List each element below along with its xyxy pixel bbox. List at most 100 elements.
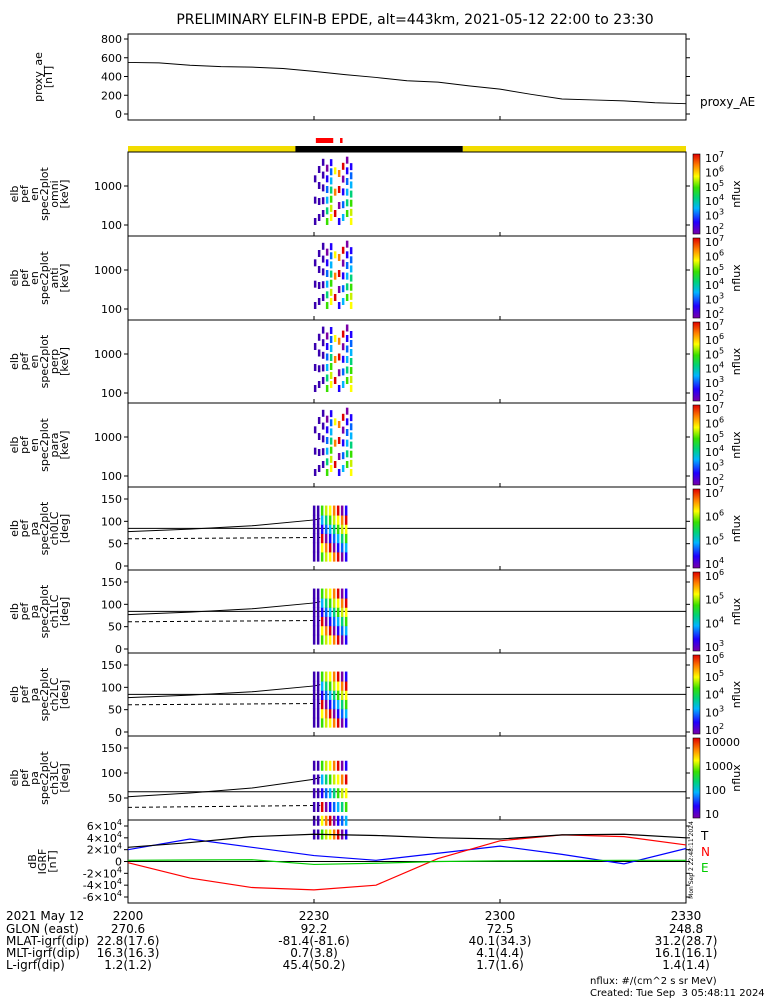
y-axis-label-line: spec2plot (38, 418, 51, 472)
pa-cell (344, 625, 348, 636)
panel-frame (127, 235, 687, 321)
pa-cell (344, 680, 348, 691)
plot-timestamp-note: Mon Sep 2 22:48:11 2024 (688, 821, 695, 899)
spectrogram-cell (325, 248, 329, 256)
spectrogram-cell (337, 202, 341, 209)
y-axis-label-line: proxy_ae (32, 52, 45, 102)
y-tick-label: 6×104 (87, 818, 122, 833)
y-tick-label: -6×104 (83, 889, 122, 904)
colorbar-tick-label: 10 (705, 808, 719, 821)
pa-cell (320, 802, 324, 812)
science-zone-mark (325, 138, 328, 143)
y-tick-label: 0 (115, 643, 122, 656)
pa-cell (328, 680, 332, 691)
orbit-segment-sunlit (128, 146, 296, 152)
pa-cell (324, 634, 328, 645)
spectrogram-cell (321, 171, 325, 179)
spectrogram-cell (317, 381, 321, 388)
spectrogram-cell (329, 345, 333, 352)
pa-cell (336, 514, 340, 525)
pa-cell (320, 815, 324, 826)
colorbar-tick-label: 105 (705, 669, 724, 684)
pa-cell (340, 802, 344, 812)
y-axis-label-line: perp (48, 349, 61, 374)
spectrogram-cell (329, 465, 333, 472)
pa-cell (324, 689, 328, 700)
orbit-segment-sunlit (462, 146, 686, 152)
colorbar-tick-label: 104 (705, 687, 724, 702)
pa-cell (344, 514, 348, 525)
spectrogram-cell (345, 178, 349, 185)
loss-cone-solid (127, 684, 321, 699)
spectrogram-cell (349, 349, 353, 356)
pa-cell (336, 616, 340, 627)
pa-cell (328, 514, 332, 525)
units-note: nflux: #/(cm^2 s sr MeV) (590, 976, 717, 987)
colorbar-tick-label: 10000 (705, 736, 740, 749)
pa-cell (332, 760, 336, 771)
spectrogram-cell (329, 419, 333, 427)
colorbar-tick-label: 100 (705, 784, 726, 797)
pa-cell (344, 815, 348, 826)
y-axis-label-line: elb (8, 770, 21, 787)
spectrogram-cell (317, 365, 321, 373)
pa-cell (328, 717, 332, 728)
pa-cell (336, 680, 340, 691)
spectrogram-cell (329, 372, 333, 379)
spectrogram-cell (337, 170, 341, 177)
pa-cell (320, 514, 324, 525)
y-axis-label-line: pef (18, 768, 31, 787)
pitch-angle-spectrogram (127, 671, 686, 728)
pa-cell (328, 616, 332, 627)
colorbar (692, 488, 701, 569)
spectrogram-cell (321, 461, 325, 468)
spectrogram-cell (321, 351, 325, 359)
spectrogram-cell (313, 385, 317, 392)
spectrogram-cell (337, 218, 341, 225)
colorbar (692, 237, 701, 319)
pa-cell (340, 708, 344, 719)
spectrogram-cell (325, 374, 329, 382)
spectrogram-cell (329, 410, 333, 418)
pa-cell (320, 523, 324, 534)
pa-cell (340, 634, 344, 645)
colorbar-tick-label: 105 (705, 592, 724, 607)
pa-cell (324, 597, 328, 608)
y-axis-label-line: elb (8, 520, 21, 537)
pa-cell (328, 551, 332, 562)
panel-frame (127, 735, 687, 821)
spectrogram-cell (325, 207, 329, 215)
spectrogram-cell (317, 198, 321, 205)
spectrogram-cell (349, 265, 353, 273)
y-tick-label: -4×104 (83, 877, 122, 892)
pa-cell (344, 597, 348, 608)
pa-cell (320, 597, 324, 608)
pa-cell (316, 533, 320, 544)
y-axis-label-line: pa (28, 605, 41, 619)
spectrogram-cell (341, 381, 345, 388)
pa-cell (336, 542, 340, 553)
spectrogram-cell (345, 240, 349, 248)
y-axis-label-line: pef (18, 602, 31, 621)
pa-cell (340, 616, 344, 627)
spectrogram-cell (313, 175, 317, 183)
pa-cell (336, 671, 340, 682)
spectrogram-cell (325, 196, 329, 204)
pa-cell (336, 802, 340, 812)
pa-cell (336, 774, 340, 785)
pa-cell (336, 523, 340, 534)
date-label: 2021 May 12 (6, 909, 84, 923)
y-axis-label-line: en (28, 355, 41, 369)
pa-cell (312, 774, 316, 785)
pa-cell (332, 689, 336, 700)
colorbar-tick-label: 103 (705, 459, 724, 474)
pa-cell (336, 689, 340, 700)
spectrogram-cell (337, 385, 341, 392)
y-axis-label-line: pef (18, 519, 31, 538)
pa-cell (340, 514, 344, 525)
spectrogram-cell (313, 218, 317, 225)
y-axis-label-line: elb (8, 270, 21, 287)
pa-cell (328, 774, 332, 785)
spectrogram-cell (345, 156, 349, 164)
